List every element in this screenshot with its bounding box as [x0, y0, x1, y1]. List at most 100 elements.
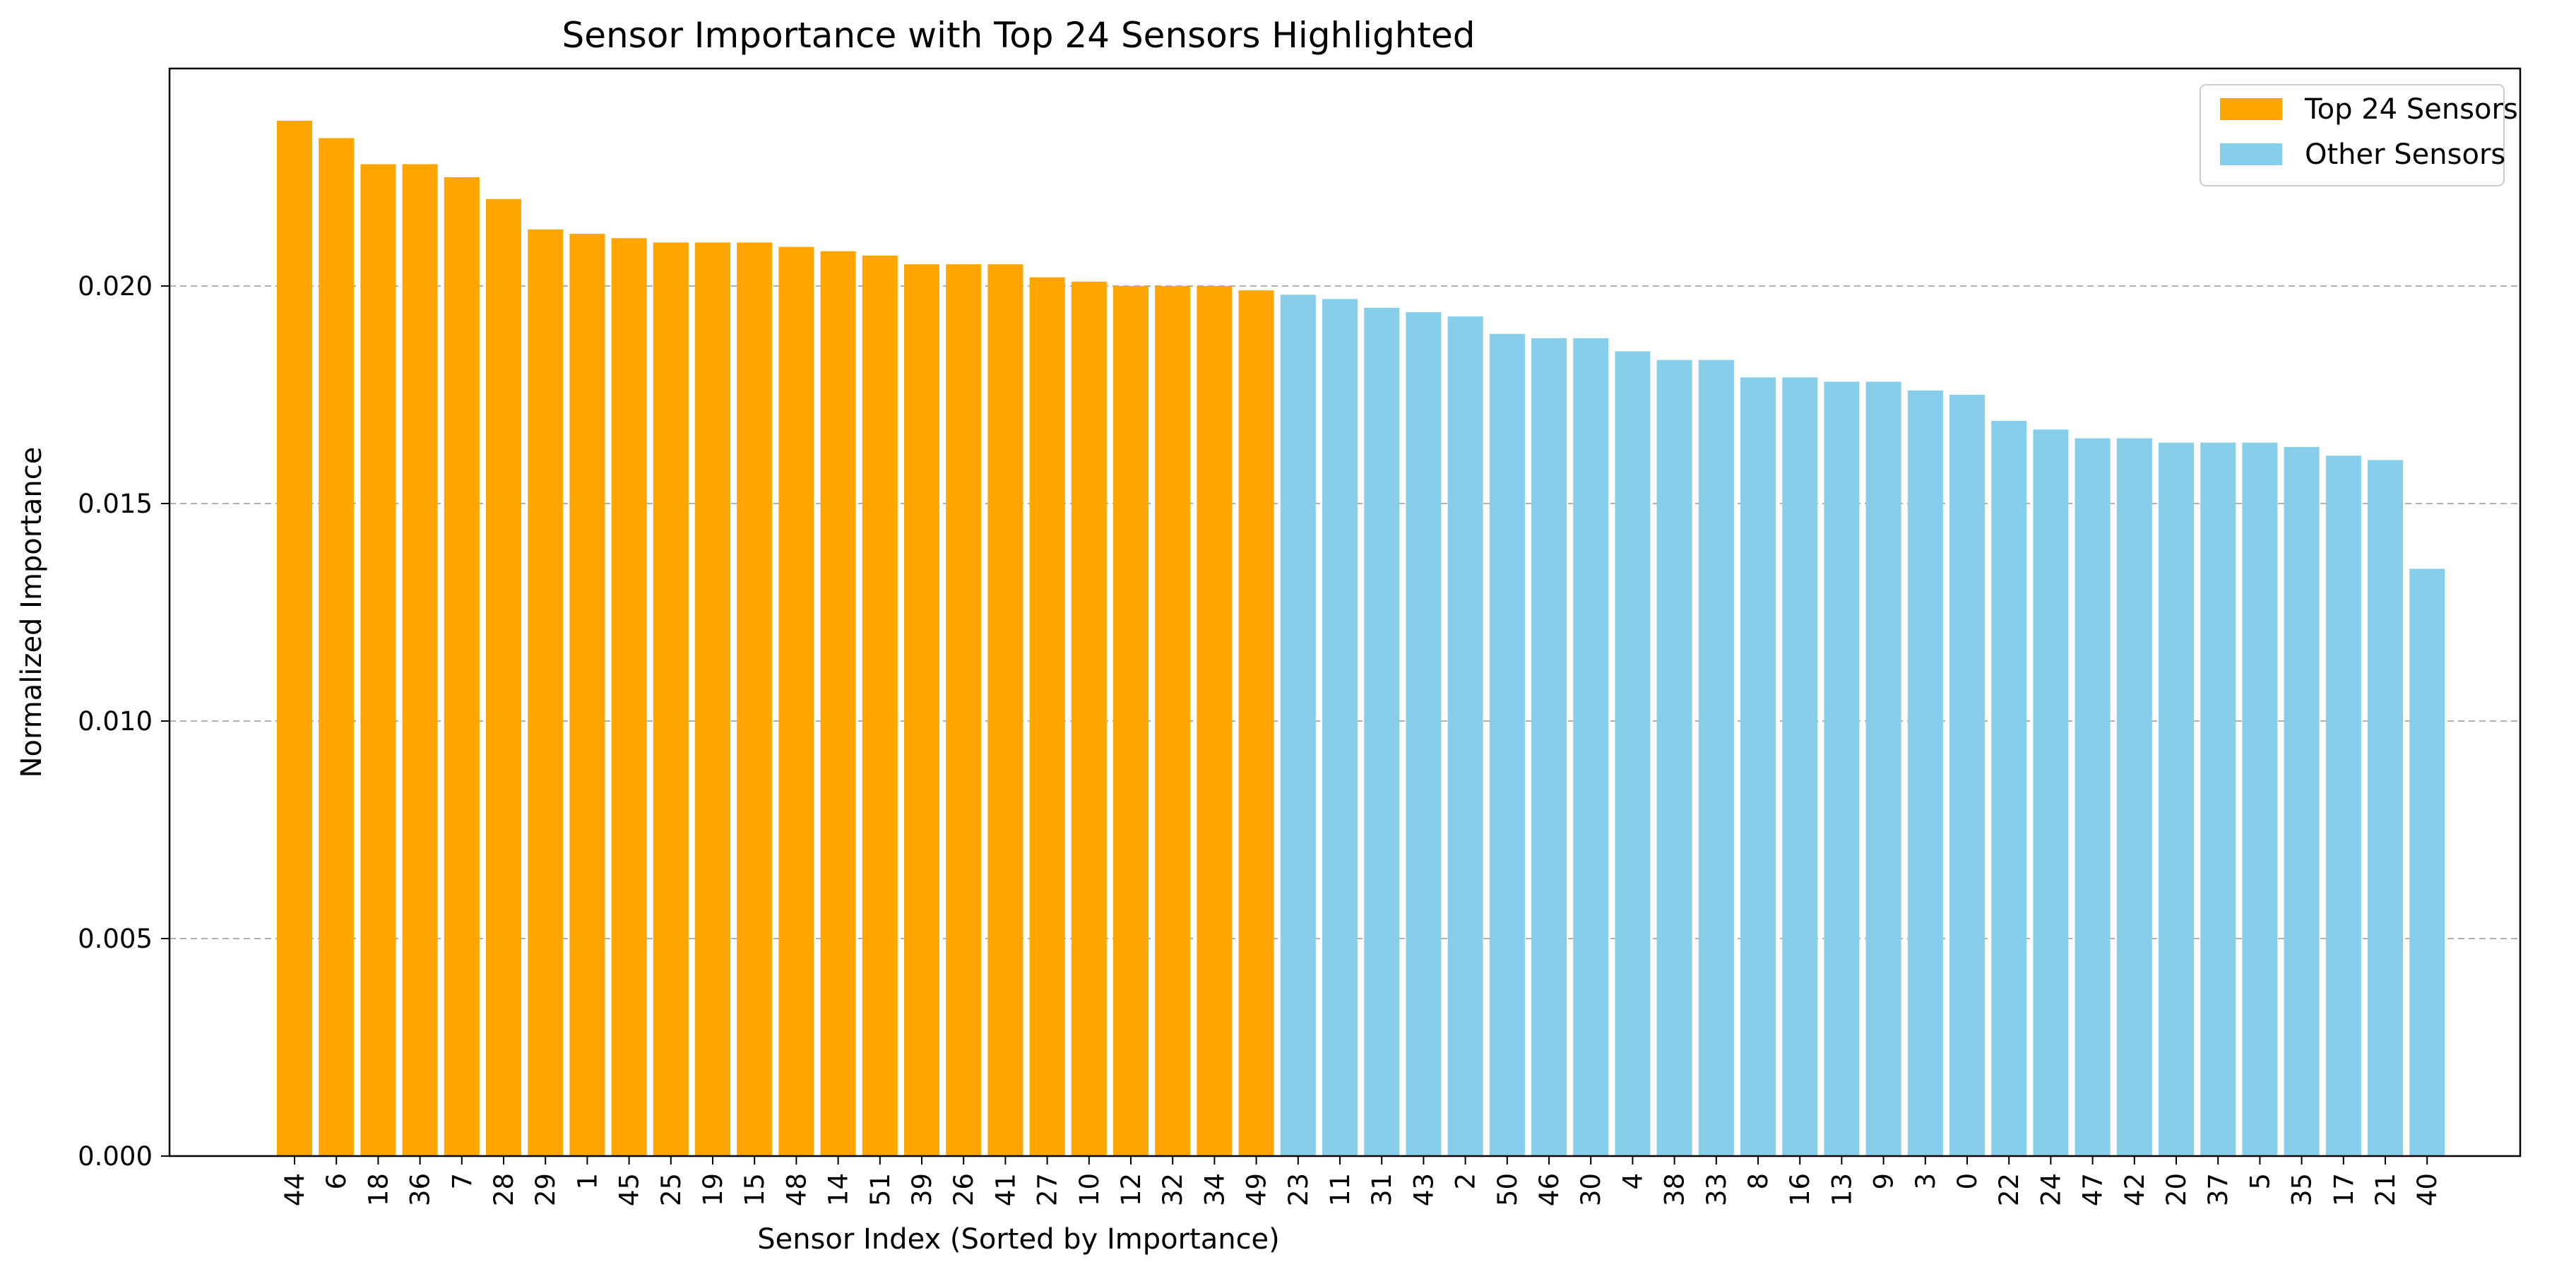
x-tick-label: 46: [1534, 1173, 1565, 1206]
bar-sensor-20: [2159, 442, 2194, 1156]
x-tick-label: 22: [1994, 1173, 2024, 1206]
legend-swatch-other: [2220, 143, 2282, 165]
x-tick-label: 13: [1827, 1173, 1857, 1206]
bar-sensor-3: [1907, 390, 1943, 1156]
bar-sensor-45: [611, 238, 647, 1156]
bar-sensor-50: [1489, 333, 1525, 1156]
bar-sensor-8: [1740, 377, 1776, 1156]
x-tick-label: 29: [530, 1173, 561, 1206]
x-tick-label: 8: [1743, 1173, 1774, 1190]
bar-sensor-21: [2368, 460, 2403, 1156]
bar-sensor-28: [486, 198, 521, 1156]
bar-sensor-12: [1113, 286, 1148, 1156]
x-tick-label: 34: [1199, 1173, 1230, 1206]
bar-sensor-22: [1991, 420, 2027, 1157]
legend-swatch-top: [2220, 98, 2282, 120]
x-tick-label: 45: [615, 1173, 645, 1206]
bar-sensor-17: [2325, 456, 2361, 1156]
x-tick-label: 33: [1702, 1173, 1732, 1206]
bar-sensor-43: [1406, 311, 1442, 1157]
bar-sensor-44: [277, 120, 312, 1156]
legend-label-other: Other Sensors: [2305, 138, 2505, 171]
x-tick-label: 35: [2287, 1173, 2317, 1206]
bar-sensor-23: [1280, 294, 1316, 1156]
bar-sensor-46: [1531, 338, 1567, 1156]
bar-sensor-16: [1782, 377, 1818, 1156]
x-tick-label: 11: [1325, 1173, 1355, 1206]
bar-sensor-51: [862, 255, 898, 1156]
bar-sensor-41: [987, 264, 1023, 1157]
bar-sensor-42: [2116, 438, 2152, 1156]
y-tick-label: 0.010: [78, 706, 153, 737]
x-tick-label: 26: [949, 1173, 979, 1206]
legend-label-top: Top 24 Sensors: [2304, 93, 2518, 126]
x-tick-label: 30: [1576, 1173, 1606, 1206]
bar-sensor-37: [2200, 442, 2236, 1156]
x-tick-label: 19: [698, 1173, 728, 1206]
x-tick-label: 12: [1116, 1173, 1146, 1206]
bar-sensor-15: [737, 242, 773, 1156]
bar-sensor-48: [778, 246, 814, 1156]
bar-sensor-0: [1949, 395, 1985, 1156]
bar-sensor-27: [1029, 277, 1065, 1157]
bar-sensor-39: [904, 264, 939, 1157]
x-tick-label: 3: [1911, 1173, 1941, 1190]
x-tick-label: 36: [405, 1173, 436, 1206]
legend: Top 24 Sensors Other Sensors: [2200, 84, 2518, 186]
bar-sensor-30: [1573, 338, 1609, 1156]
bar-sensor-25: [653, 242, 689, 1156]
x-tick-label: 14: [824, 1173, 854, 1206]
y-axis: 0.000 0.005 0.010 0.015 0.020: [78, 271, 170, 1172]
bar-sensor-32: [1155, 286, 1191, 1156]
y-tick-label: 0.020: [78, 271, 153, 302]
x-tick-label: 20: [2161, 1173, 2192, 1206]
bar-sensor-26: [946, 264, 982, 1157]
chart-title: Sensor Importance with Top 24 Sensors Hi…: [562, 15, 1475, 56]
x-tick-label: 6: [321, 1173, 352, 1190]
x-tick-label: 50: [1492, 1173, 1523, 1206]
bar-sensor-11: [1322, 299, 1358, 1157]
x-tick-label: 32: [1158, 1173, 1188, 1206]
bar-sensor-10: [1071, 281, 1107, 1157]
bar-sensor-34: [1197, 286, 1233, 1156]
bar-sensor-9: [1865, 381, 1901, 1156]
plot-frame: [168, 67, 2522, 1157]
x-tick-label: 15: [740, 1173, 770, 1206]
bar-sensor-40: [2409, 568, 2445, 1156]
bar-sensor-47: [2075, 438, 2111, 1156]
bar-sensor-6: [319, 138, 355, 1156]
bar-sensor-13: [1824, 381, 1860, 1156]
x-tick-label: 18: [363, 1173, 393, 1206]
x-tick-label: 5: [2245, 1173, 2275, 1190]
bar-sensor-31: [1364, 307, 1400, 1156]
x-tick-label: 40: [2412, 1173, 2443, 1206]
y-axis-label: Normalized Importance: [16, 447, 48, 778]
y-tick-label: 0.005: [78, 924, 153, 954]
x-tick-label: 48: [781, 1173, 812, 1206]
bar-sensor-33: [1698, 359, 1734, 1157]
x-tick-label: 41: [990, 1173, 1021, 1206]
x-tick-label: 28: [489, 1173, 519, 1206]
x-tick-label: 24: [2036, 1173, 2066, 1206]
x-tick-label: 9: [1869, 1173, 1899, 1190]
x-tick-label: 49: [1242, 1173, 1272, 1206]
x-tick-label: 16: [1785, 1173, 1815, 1206]
y-tick-label: 0.000: [78, 1141, 153, 1172]
bar-sensor-14: [820, 251, 856, 1157]
bar-sensor-2: [1447, 316, 1483, 1156]
y-tick-label: 0.015: [78, 489, 153, 519]
x-tick-label: 0: [1952, 1173, 1983, 1190]
bar-sensor-4: [1615, 351, 1651, 1156]
x-axis-label: Sensor Index (Sorted by Importance): [757, 1223, 1280, 1256]
x-tick-label: 2: [1451, 1173, 1481, 1190]
bar-sensor-24: [2033, 429, 2069, 1156]
x-axis: 44 6 18 36 7 28 29 1 45 25 19 15 48 14 51 39 26 41 27 10 12 3…: [280, 1156, 2443, 1206]
x-tick-label: 4: [1618, 1173, 1648, 1190]
x-tick-label: 23: [1283, 1173, 1314, 1206]
x-tick-label: 43: [1408, 1173, 1439, 1206]
bar-sensor-18: [360, 164, 396, 1156]
x-tick-label: 21: [2370, 1173, 2401, 1206]
x-tick-label: 1: [572, 1173, 603, 1190]
bar-sensor-38: [1656, 359, 1692, 1157]
